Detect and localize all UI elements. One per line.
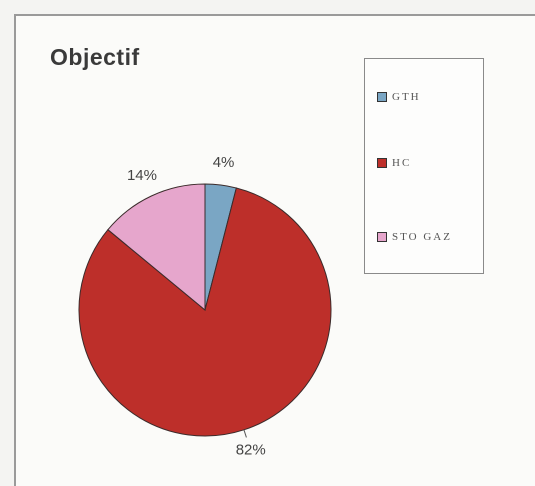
legend-label-sto-gaz: STO GAZ (392, 231, 452, 243)
chart-legend: GTH HC STO GAZ (364, 58, 484, 274)
legend-item-hc: HC (377, 157, 411, 169)
pie-chart: 4% 82% 14% (78, 154, 332, 459)
legend-swatch-hc (377, 158, 387, 168)
legend-label-gth: GTH (392, 91, 421, 103)
chart-title: Objectif (50, 44, 140, 70)
pie-slice-sto-gaz (107, 183, 206, 312)
legend-swatch-gth (377, 92, 387, 102)
pie-label-sto-gaz: 14% (127, 167, 157, 184)
legend-swatch-sto-gaz (377, 232, 387, 242)
pie-label-hc: 82% (236, 442, 266, 459)
pie-label-gth: 4% (213, 154, 235, 171)
legend-label-hc: HC (392, 157, 412, 169)
legend-item-gth: GTH (377, 91, 421, 103)
legend-item-sto-gaz: STO GAZ (377, 231, 452, 243)
pie-leader-line (243, 429, 247, 438)
